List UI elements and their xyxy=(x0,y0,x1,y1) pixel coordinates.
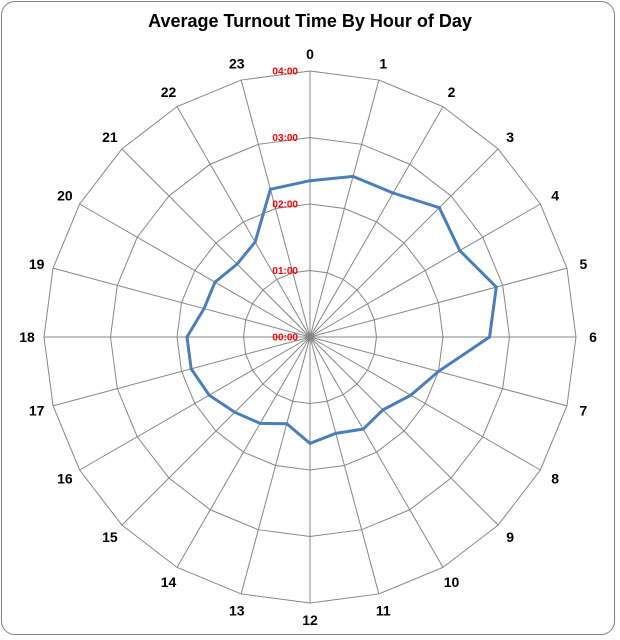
spoke-line xyxy=(309,336,499,526)
data-point xyxy=(233,410,237,414)
data-point xyxy=(334,431,338,435)
category-label: 1 xyxy=(379,56,387,72)
category-label: 3 xyxy=(506,129,514,145)
radial-tick-label: 03:00 xyxy=(272,133,298,144)
category-label: 8 xyxy=(551,471,559,487)
data-point xyxy=(458,249,462,253)
data-point xyxy=(258,421,262,425)
category-label: 16 xyxy=(57,471,73,487)
category-label: 23 xyxy=(229,56,245,72)
category-label: 13 xyxy=(229,602,245,618)
data-point xyxy=(185,335,189,339)
spoke-line xyxy=(309,336,444,568)
series-line xyxy=(185,174,498,446)
category-label: 4 xyxy=(551,188,559,204)
category-label: 6 xyxy=(589,329,597,345)
data-point xyxy=(409,393,413,397)
category-label: 11 xyxy=(376,602,391,618)
category-label: 9 xyxy=(506,529,514,545)
data-point xyxy=(361,427,365,431)
data-point xyxy=(268,187,272,191)
spoke-line xyxy=(176,106,311,338)
spoke-line xyxy=(309,148,499,338)
category-label: 12 xyxy=(302,612,318,628)
category-label: 0 xyxy=(306,46,314,62)
data-point xyxy=(494,285,498,289)
data-point xyxy=(437,206,441,210)
data-point xyxy=(235,262,239,266)
category-label: 7 xyxy=(579,402,587,418)
spoke-line xyxy=(309,336,541,471)
radial-tick-label: 00:00 xyxy=(272,333,298,344)
category-label: 22 xyxy=(161,84,177,100)
category-label: 18 xyxy=(19,329,35,345)
category-label: 2 xyxy=(448,84,456,100)
category-label: 5 xyxy=(579,256,587,272)
spoke-line xyxy=(79,203,311,338)
radial-tick-labels: 00:00 01:00 02:00 03:00 04:00 xyxy=(272,67,298,344)
spoke-line xyxy=(309,267,568,338)
spoke-line xyxy=(309,203,541,338)
radar-spokes xyxy=(44,71,576,603)
data-point xyxy=(285,422,289,426)
data-point xyxy=(488,335,492,339)
radial-tick-label: 02:00 xyxy=(272,200,298,211)
data-point xyxy=(381,408,385,412)
category-label: 17 xyxy=(29,402,45,418)
data-point xyxy=(202,307,206,311)
category-label: 20 xyxy=(57,188,73,204)
spoke-line xyxy=(240,79,311,338)
data-point xyxy=(308,179,312,183)
spoke-line xyxy=(79,336,311,471)
spoke-line xyxy=(52,336,311,407)
spoke-line xyxy=(52,267,311,338)
data-point xyxy=(213,280,217,284)
data-point xyxy=(351,174,355,178)
radial-tick-label: 01:00 xyxy=(272,266,298,277)
category-label: 10 xyxy=(444,574,460,590)
category-label: 19 xyxy=(29,256,45,272)
category-label: 15 xyxy=(102,529,118,545)
radial-tick-label: 04:00 xyxy=(272,67,298,78)
spoke-line xyxy=(309,79,380,338)
data-point xyxy=(207,393,211,397)
series-layer xyxy=(185,174,498,446)
spoke-line xyxy=(121,336,311,526)
spoke-line xyxy=(121,148,311,338)
data-point xyxy=(436,369,440,373)
data-point xyxy=(308,441,312,445)
spoke-line xyxy=(240,336,311,595)
spoke-line xyxy=(176,336,311,568)
spoke-line xyxy=(309,336,380,595)
data-point xyxy=(253,240,257,244)
data-point xyxy=(189,367,193,371)
data-point xyxy=(391,191,395,195)
spoke-line xyxy=(309,106,444,338)
category-label: 21 xyxy=(102,129,118,145)
chart-title: Average Turnout Time By Hour of Day xyxy=(148,11,472,31)
category-label: 14 xyxy=(161,574,177,590)
